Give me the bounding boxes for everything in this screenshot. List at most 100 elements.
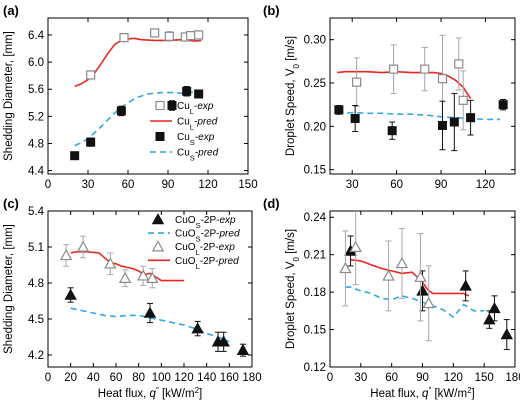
data-point — [118, 271, 132, 283]
series-line-CuOL-2P-pred — [70, 251, 184, 282]
plot-frame — [329, 17, 516, 175]
panel-d: (d) 0 30 60 90 120 150 180 0.12 0.15 0.18 0.21 0.24D… — [263, 196, 520, 400]
plot-frame — [47, 210, 253, 368]
y-tick-label: 5.4 — [28, 206, 45, 218]
x-tick-label: 150 — [475, 372, 494, 384]
y-tick-label: 4.8 — [28, 138, 44, 150]
x-tick-label: 120 — [476, 179, 495, 191]
data-point — [422, 296, 435, 309]
data-point — [64, 288, 77, 300]
y-tick-label: 4.4 — [28, 166, 45, 178]
y-tick-label: 0.25 — [304, 78, 326, 90]
x-tick-label: 60 — [122, 179, 135, 191]
legend-label: CuL-exp — [177, 101, 214, 116]
x-tick-label: 160 — [220, 372, 239, 384]
series-line-CuOS-2P-pred — [345, 286, 485, 319]
plot-area — [59, 235, 250, 357]
x-tick-label: 0 — [327, 372, 333, 384]
plot-area — [339, 211, 513, 351]
data-point — [186, 31, 196, 41]
panel-label: (b) — [263, 3, 280, 18]
x-tick-label: 40 — [87, 372, 100, 384]
y-tick-label: 4.5 — [28, 314, 44, 326]
y-axis-title: Droplet Speed, V0 [m/s] — [285, 36, 301, 156]
plot-frame — [47, 17, 249, 175]
y-tick-label: 5.2 — [28, 111, 44, 123]
data-point — [182, 86, 192, 96]
data-point — [498, 100, 508, 110]
y-tick-label: 6.4 — [28, 30, 45, 42]
series-line-CuOL-2P-pred — [350, 258, 470, 297]
series-points-CuS-exp — [70, 86, 204, 161]
y-tick-label: 0.20 — [304, 121, 326, 133]
x-tick-label: 80 — [132, 372, 145, 384]
data-point — [104, 257, 117, 269]
data-point — [350, 114, 360, 124]
data-point — [488, 301, 501, 314]
y-axis-title: Droplet Speed, V0 [m/s] — [285, 229, 301, 349]
data-point — [194, 30, 204, 40]
legend-label: CuOL-2P-exp — [175, 242, 235, 257]
data-point — [466, 113, 476, 123]
y-tick-label: 6.0 — [28, 57, 44, 69]
legend-marker — [151, 213, 165, 225]
x-tick-label: 100 — [152, 372, 171, 384]
data-point — [167, 100, 177, 110]
y-axis-title: Shedding Diameter, [mm] — [3, 31, 15, 161]
data-point — [146, 271, 159, 283]
y-tick-label: 5.6 — [28, 84, 44, 96]
panel-label: (a) — [3, 3, 19, 18]
x-tick-label: 30 — [346, 179, 359, 191]
data-point — [86, 70, 96, 80]
y-tick-label: 0.21 — [304, 250, 326, 262]
data-point — [59, 248, 73, 261]
data-point — [382, 269, 395, 281]
data-point — [449, 117, 459, 127]
x-tick-label: 60 — [390, 179, 403, 191]
data-point — [416, 284, 429, 296]
data-point — [414, 270, 427, 282]
data-point — [119, 33, 129, 43]
legend: CuOS-2P-expCuOS-2P-predCuOL-2P-expCuOL-2… — [148, 213, 240, 271]
data-point — [437, 120, 447, 130]
x-tick-label: 180 — [242, 372, 261, 384]
data-point — [76, 240, 90, 252]
data-point — [191, 322, 204, 334]
x-tick-label: 120 — [198, 179, 217, 191]
x-tick-label: 90 — [435, 179, 448, 191]
data-point — [437, 74, 448, 84]
series-points-CuOL-2P-exp — [59, 235, 159, 289]
series-points-CuOS-2P-exp — [344, 235, 513, 351]
y-tick-label: 0.12 — [304, 362, 326, 374]
data-point — [86, 137, 96, 147]
x-tick-label: 120 — [174, 372, 193, 384]
x-tick-label: 180 — [505, 372, 520, 384]
x-axis-title: Heat flux, q″ [kW/m2] — [98, 386, 202, 401]
series-points-CuS-exp — [334, 92, 508, 152]
panel-label: (d) — [263, 196, 280, 211]
x-tick-label: 0 — [45, 372, 51, 384]
x-tick-label: 90 — [162, 179, 175, 191]
y-tick-label: 0.15 — [304, 325, 326, 337]
data-point — [389, 64, 399, 74]
data-point — [483, 313, 496, 325]
y-tick-label: 0.30 — [304, 35, 326, 47]
y-tick-label: 0.24 — [304, 212, 327, 224]
legend-label: CuS-exp — [177, 132, 215, 147]
data-point — [334, 105, 344, 115]
legend-label: CuOS-2P-pred — [175, 229, 240, 244]
legend-label: CuOL-2P-pred — [175, 256, 239, 271]
x-tick-label: 0 — [45, 179, 51, 191]
data-point — [395, 256, 409, 269]
panel-label: (c) — [3, 196, 19, 211]
x-axis-title: Heat flux, q″ [kW/m2] — [370, 386, 474, 401]
legend-label: CuOS-2P-exp — [175, 215, 236, 230]
data-point — [500, 328, 513, 340]
data-point — [164, 31, 174, 41]
series-points-CuOS-2P-exp — [64, 287, 250, 357]
data-point — [458, 95, 468, 105]
data-point — [454, 59, 464, 69]
data-point — [349, 240, 362, 252]
